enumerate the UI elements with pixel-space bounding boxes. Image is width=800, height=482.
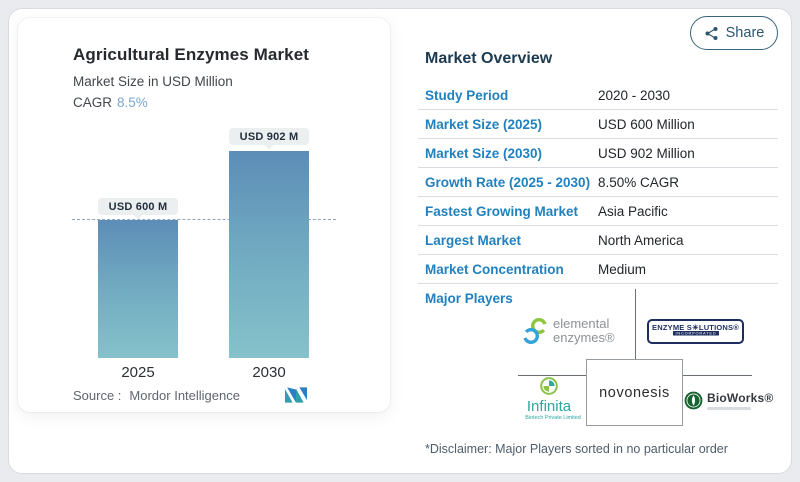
row-value: USD 902 Million [598, 145, 695, 161]
chart-title: Agricultural Enzymes Market [73, 45, 310, 64]
overview-table: Study Period 2020 - 2030 Market Size (20… [418, 81, 778, 284]
share-label: Share [725, 25, 765, 41]
enzyme-solutions-sub: INCORPORATED [672, 331, 719, 336]
major-players-label: Major Players [425, 291, 513, 306]
data-label-2025-text: USD 600 M [108, 200, 168, 213]
table-row: Market Size (2030) USD 902 Million [418, 139, 778, 168]
novonesis-name: novonesis [599, 384, 670, 401]
share-icon [705, 26, 718, 40]
novonesis-logo: novonesis [586, 359, 683, 426]
x-tick-2025: 2025 [121, 364, 155, 381]
enzyme-solutions-logo: ENZYME S☀LUTIONS® INCORPORATED [647, 319, 744, 344]
infinita-logo: Infinita Biotech Private Limited [514, 376, 584, 423]
row-value: Medium [598, 261, 647, 277]
enzyme-solutions-name: ENZYME S☀LUTIONS® [652, 323, 739, 332]
row-label: Growth Rate (2025 - 2030) [425, 174, 591, 190]
row-label: Largest Market [425, 232, 522, 248]
chart-cagr: CAGR 8.5% [73, 95, 148, 110]
row-value: North America [598, 232, 684, 248]
row-label: Fastest Growing Market [425, 203, 579, 219]
source-attribution: Source : Mordor Intelligence [73, 388, 240, 403]
mordor-intelligence-logo [285, 387, 307, 403]
row-label: Study Period [425, 87, 509, 103]
table-row: Study Period 2020 - 2030 [418, 81, 778, 110]
cagr-value: 8.5% [117, 95, 148, 110]
reference-dashed-line [72, 219, 336, 220]
table-row: Growth Rate (2025 - 2030) 8.50% CAGR [418, 168, 778, 197]
row-value: 8.50% CAGR [598, 174, 680, 190]
row-label: Market Concentration [425, 261, 564, 277]
share-button[interactable]: Share [690, 16, 778, 50]
tree-line-vertical [635, 289, 636, 359]
data-label-2030: USD 902 M [229, 128, 309, 145]
data-label-2025: USD 600 M [98, 198, 178, 215]
disclaimer-text: *Disclaimer: Major Players sorted in no … [425, 442, 728, 456]
row-value: 2020 - 2030 [598, 87, 671, 103]
row-label: Market Size (2030) [425, 145, 543, 161]
x-tick-2030: 2030 [252, 364, 286, 381]
elemental-enzymes-logo: elemental enzymes® [520, 316, 615, 346]
elemental-enzymes-icon [522, 317, 548, 345]
chart-subtitle: Market Size in USD Million [73, 74, 233, 89]
table-row: Market Concentration Medium [418, 255, 778, 284]
table-row: Market Size (2025) USD 600 Million [418, 110, 778, 139]
bioworks-icon [684, 391, 703, 410]
bar-2025 [98, 220, 178, 358]
data-label-2030-text: USD 902 M [239, 130, 299, 143]
source-label: Source : [73, 388, 122, 403]
source-name: Mordor Intelligence [129, 388, 240, 403]
table-row: Fastest Growing Market Asia Pacific [418, 197, 778, 226]
chart-panel: Agricultural Enzymes Market Market Size … [18, 18, 390, 412]
elemental-line1: elemental [553, 316, 610, 331]
table-row: Largest Market North America [418, 226, 778, 255]
cagr-label: CAGR [73, 95, 113, 110]
infinita-name: Infinita [526, 398, 572, 415]
bioworks-logo: BioWorks® [684, 391, 773, 410]
tree-line-left [518, 375, 586, 376]
bioworks-tagline-placeholder [707, 407, 751, 410]
row-label: Market Size (2025) [425, 116, 543, 132]
bar-2030 [229, 151, 309, 358]
row-value: Asia Pacific [598, 203, 668, 219]
elemental-line2: enzymes® [553, 330, 615, 345]
bioworks-name: BioWorks® [707, 391, 774, 405]
tree-line-right [683, 375, 752, 376]
infinita-icon [540, 377, 558, 395]
row-value: USD 600 Million [598, 116, 695, 132]
overview-title: Market Overview [425, 50, 553, 67]
infinita-sub: Biotech Private Limited [525, 414, 581, 421]
